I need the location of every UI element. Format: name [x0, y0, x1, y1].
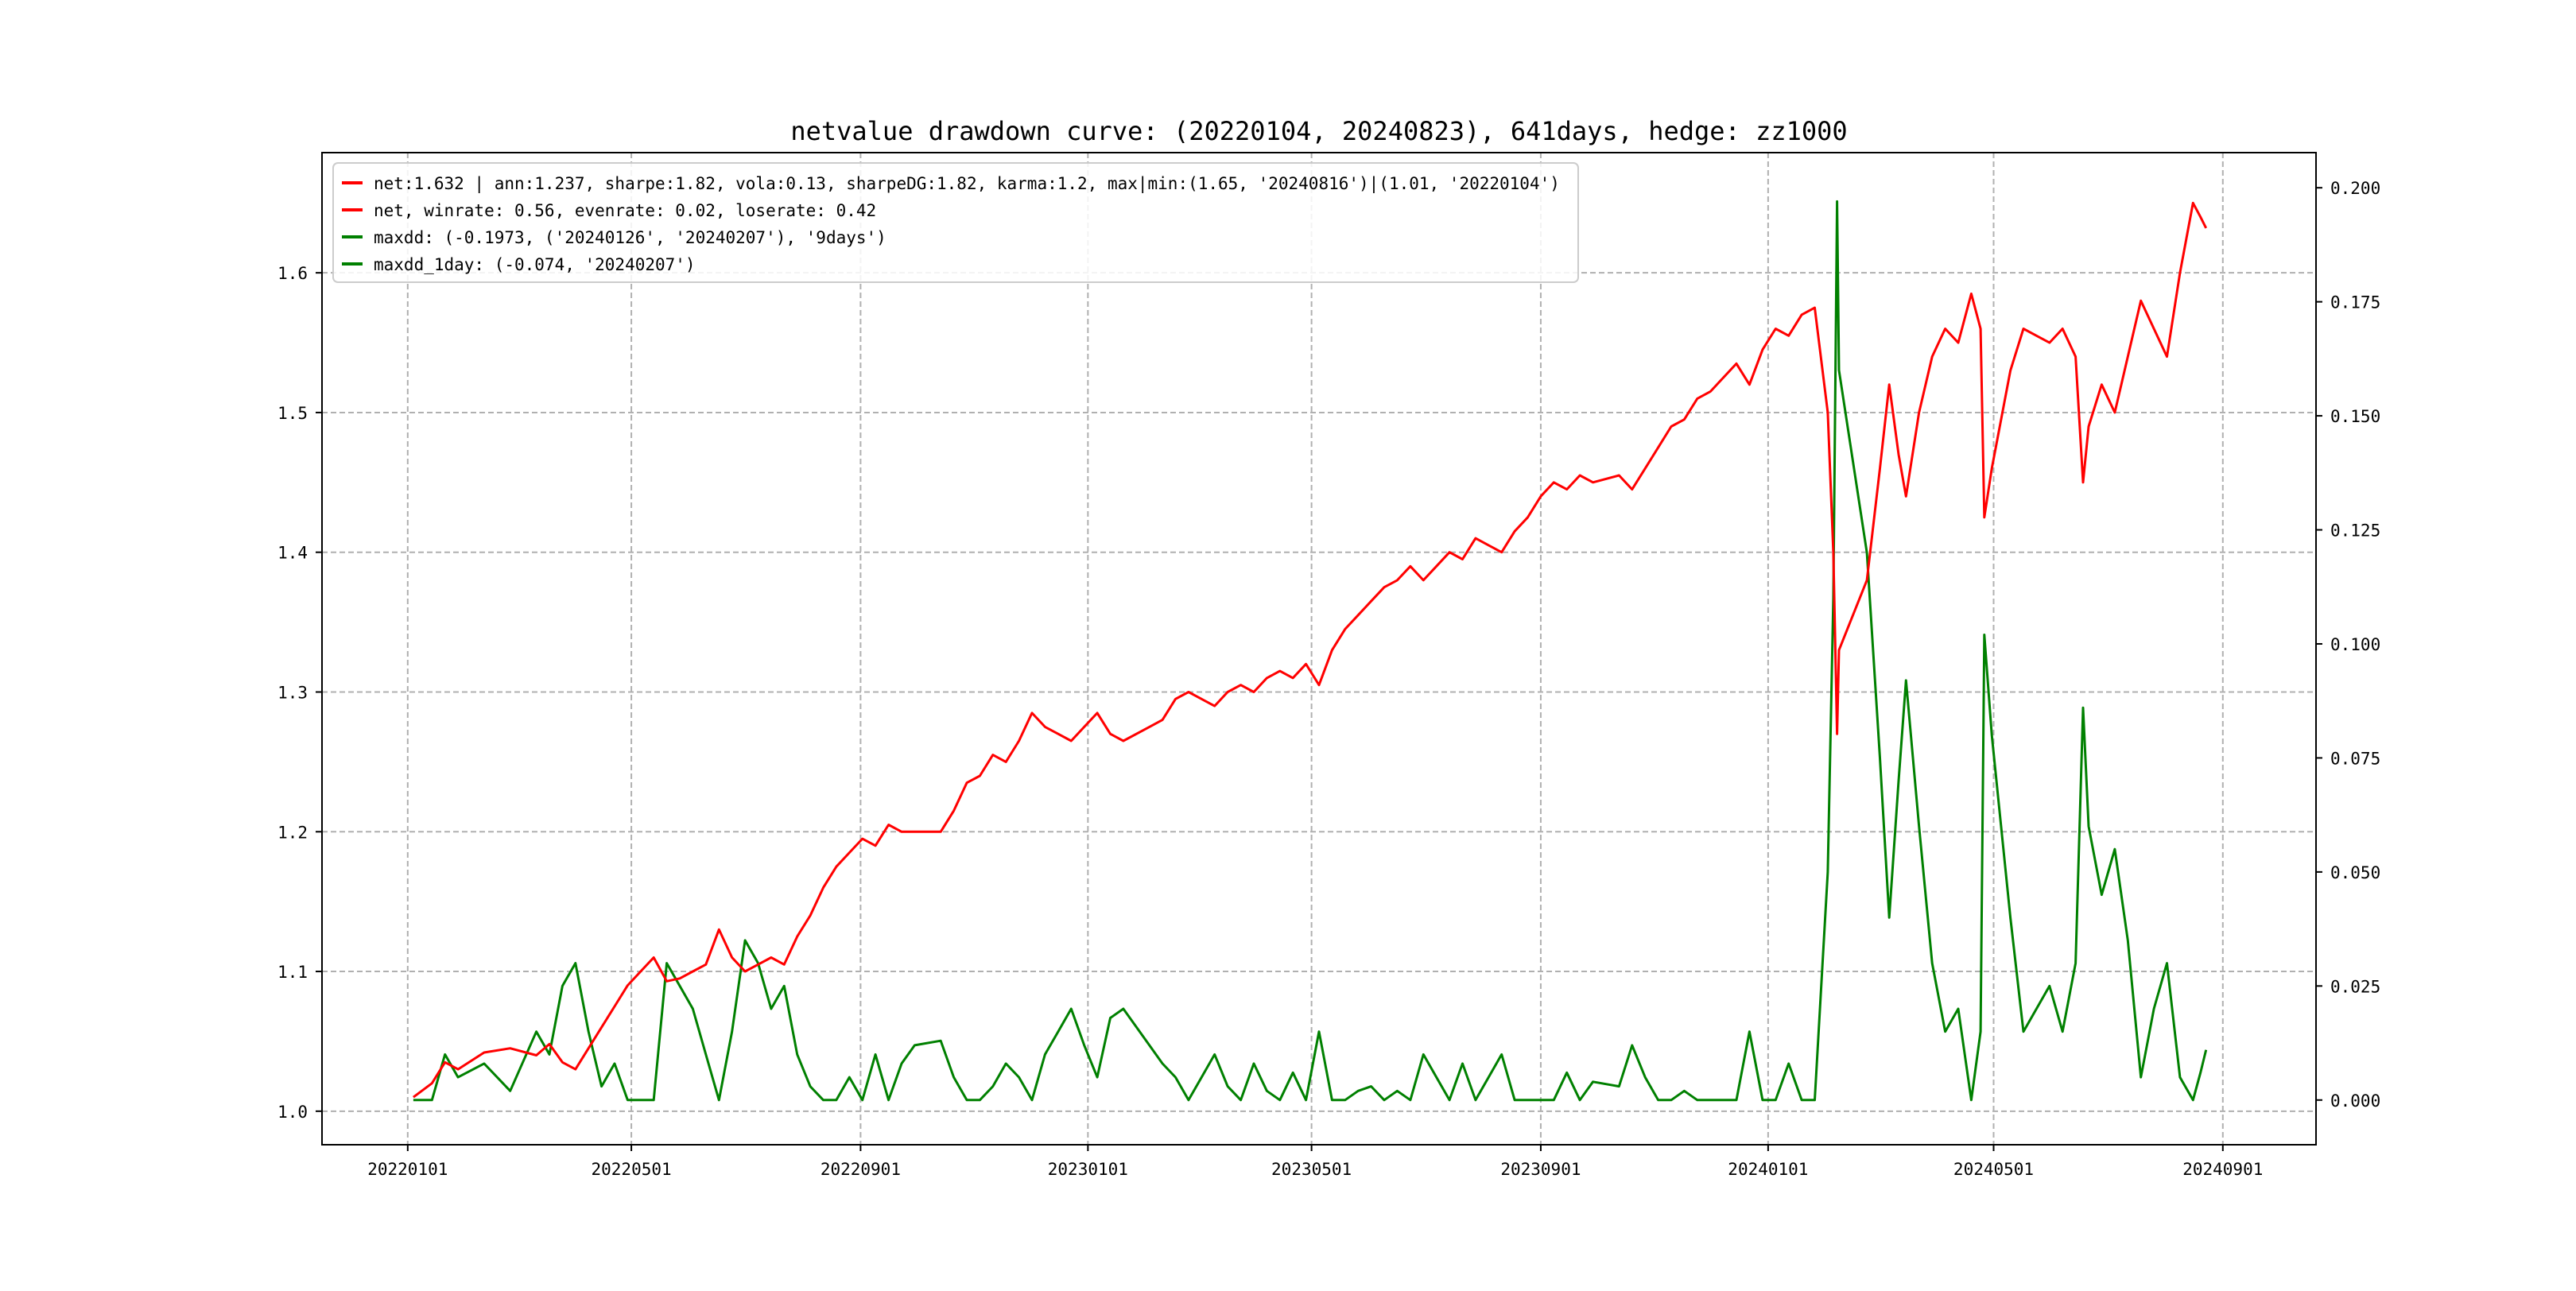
y-right-tick-label: 0.175 [2330, 293, 2380, 312]
series-lines [413, 201, 2206, 1100]
y-axis-left: 1.0 1.1 1.2 1.3 1.4 1.5 1.6 [277, 264, 322, 1122]
legend-label: net, winrate: 0.56, evenrate: 0.02, lose… [374, 201, 876, 220]
x-tick-label: 20240101 [1728, 1160, 1808, 1179]
x-axis: 20220101 20220501 20220901 20230101 20230501… [367, 1145, 2263, 1179]
y-left-tick-label: 1.2 [277, 823, 308, 842]
x-tick-label: 20220101 [367, 1160, 448, 1179]
series-net-line [413, 203, 2206, 1097]
y-left-tick-label: 1.1 [277, 963, 308, 982]
y-right-tick-label: 0.100 [2330, 635, 2380, 654]
legend-label: maxdd_1day: (-0.074, '20240207') [374, 255, 696, 274]
y-left-tick-label: 1.5 [277, 404, 308, 423]
x-tick-label: 20230901 [1500, 1160, 1581, 1179]
legend-label: net:1.632 | ann:1.237, sharpe:1.82, vola… [374, 174, 1560, 194]
x-tick-label: 20240501 [1953, 1160, 2034, 1179]
legend: net:1.632 | ann:1.237, sharpe:1.82, vola… [333, 163, 1578, 282]
y-axis-right: 0.000 0.025 0.050 0.075 0.100 0.125 0.150 0.175… [2316, 179, 2380, 1111]
x-tick-label: 20220901 [821, 1160, 901, 1179]
series-drawdown-line [413, 201, 2206, 1099]
y-right-tick-label: 0.075 [2330, 749, 2380, 768]
legend-label: maxdd: (-0.1973, ('20240126', '20240207'… [374, 228, 886, 247]
y-left-tick-label: 1.3 [277, 683, 308, 702]
x-tick-label: 20230501 [1271, 1160, 1352, 1179]
y-left-tick-label: 1.0 [277, 1103, 308, 1122]
chart-title: netvalue drawdown curve: (20220104, 2024… [790, 116, 1847, 146]
y-right-tick-label: 0.050 [2330, 863, 2380, 882]
x-tick-label: 20230101 [1048, 1160, 1128, 1179]
y-right-tick-label: 0.000 [2330, 1091, 2380, 1111]
y-right-tick-label: 0.025 [2330, 977, 2380, 996]
y-left-tick-label: 1.4 [277, 544, 308, 563]
y-right-tick-label: 0.125 [2330, 521, 2380, 541]
y-left-tick-label: 1.6 [277, 264, 308, 283]
y-right-tick-label: 0.200 [2330, 179, 2380, 198]
x-tick-label: 20220501 [592, 1160, 672, 1179]
x-tick-label: 20240901 [2182, 1160, 2263, 1179]
y-right-tick-label: 0.150 [2330, 407, 2380, 426]
